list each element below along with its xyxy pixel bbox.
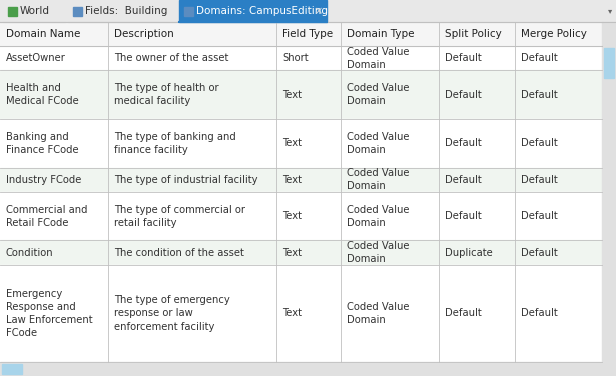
Bar — [0, 265, 602, 362]
Text: The type of commercial or
retail facility: The type of commercial or retail facilit… — [114, 205, 245, 228]
Text: The type of health or
medical facility: The type of health or medical facility — [114, 83, 219, 106]
Text: Text: Text — [282, 89, 302, 100]
Text: AssetOwner: AssetOwner — [6, 53, 66, 63]
Bar — [0, 22, 602, 46]
Text: ×: × — [315, 6, 323, 16]
Bar — [0, 168, 602, 192]
Text: Merge Policy: Merge Policy — [521, 29, 587, 39]
Text: World: World — [20, 6, 50, 16]
Bar — [0, 0, 616, 22]
Bar — [0, 70, 602, 119]
Bar — [184, 6, 193, 15]
Text: Field Type: Field Type — [282, 29, 333, 39]
Text: Default: Default — [445, 175, 482, 185]
Text: Coded Value
Domain: Coded Value Domain — [347, 205, 410, 228]
Text: Default: Default — [521, 308, 557, 318]
Text: ▾: ▾ — [608, 6, 612, 15]
Bar — [0, 119, 602, 168]
Bar — [0, 241, 602, 265]
Text: Default: Default — [521, 138, 557, 148]
Text: Text: Text — [282, 175, 302, 185]
Bar — [604, 48, 614, 78]
Text: Default: Default — [521, 248, 557, 258]
Text: Default: Default — [445, 138, 482, 148]
Text: Coded Value
Domain: Coded Value Domain — [347, 168, 410, 191]
Bar — [602, 22, 616, 362]
Bar — [0, 362, 616, 376]
Text: The type of industrial facility: The type of industrial facility — [114, 175, 257, 185]
Text: Industry FCode: Industry FCode — [6, 175, 81, 185]
Text: Text: Text — [282, 308, 302, 318]
Text: Coded Value
Domain: Coded Value Domain — [347, 47, 410, 70]
Text: The type of emergency
response or law
enforcement facility: The type of emergency response or law en… — [114, 295, 230, 332]
Text: Default: Default — [445, 211, 482, 221]
Text: Coded Value
Domain: Coded Value Domain — [347, 132, 410, 155]
Text: Coded Value
Domain: Coded Value Domain — [347, 83, 410, 106]
Bar — [8, 6, 17, 15]
Bar — [68, 0, 176, 22]
Text: Default: Default — [521, 175, 557, 185]
Text: The owner of the asset: The owner of the asset — [114, 53, 229, 63]
Text: The type of banking and
finance facility: The type of banking and finance facility — [114, 132, 236, 155]
Text: Default: Default — [521, 211, 557, 221]
Text: Condition: Condition — [6, 248, 54, 258]
Bar — [73, 6, 82, 15]
Text: Domain Type: Domain Type — [347, 29, 415, 39]
Text: Text: Text — [282, 138, 302, 148]
Text: Domains: CampusEditing: Domains: CampusEditing — [196, 6, 328, 16]
Text: Text: Text — [282, 248, 302, 258]
Bar — [3, 0, 65, 22]
Text: Text: Text — [282, 211, 302, 221]
Bar — [179, 0, 327, 22]
Bar — [2, 364, 22, 374]
Text: Health and
Medical FCode: Health and Medical FCode — [6, 83, 79, 106]
Text: Coded Value
Domain: Coded Value Domain — [347, 241, 410, 264]
Bar — [0, 192, 602, 241]
Text: Default: Default — [445, 89, 482, 100]
Bar — [0, 46, 602, 70]
Text: Default: Default — [521, 89, 557, 100]
Text: Banking and
Finance FCode: Banking and Finance FCode — [6, 132, 79, 155]
Text: Default: Default — [445, 53, 482, 63]
Text: Coded Value
Domain: Coded Value Domain — [347, 302, 410, 325]
Text: Emergency
Response and
Law Enforcement
FCode: Emergency Response and Law Enforcement F… — [6, 289, 92, 338]
Text: Duplicate: Duplicate — [445, 248, 493, 258]
Text: Short: Short — [282, 53, 309, 63]
Text: Split Policy: Split Policy — [445, 29, 502, 39]
Text: Commercial and
Retail FCode: Commercial and Retail FCode — [6, 205, 87, 228]
Text: Fields:  Building: Fields: Building — [85, 6, 168, 16]
Text: Default: Default — [521, 53, 557, 63]
Text: Default: Default — [445, 308, 482, 318]
Text: Domain Name: Domain Name — [6, 29, 80, 39]
Text: Description: Description — [114, 29, 174, 39]
Text: The condition of the asset: The condition of the asset — [114, 248, 244, 258]
